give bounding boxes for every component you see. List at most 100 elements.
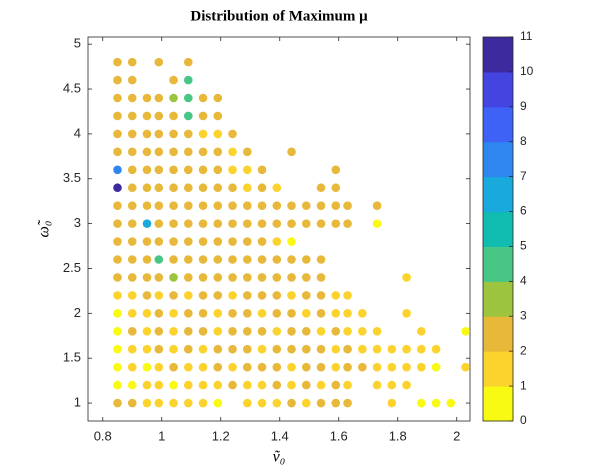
point [127, 273, 137, 282]
point [142, 255, 152, 264]
point [228, 344, 237, 354]
point [272, 201, 282, 210]
point [127, 255, 137, 264]
point [213, 273, 223, 282]
point [287, 237, 296, 246]
point [287, 344, 296, 354]
point [301, 201, 311, 210]
point [142, 362, 152, 372]
point [169, 147, 178, 157]
point [372, 326, 382, 336]
point [387, 362, 397, 372]
point [183, 75, 193, 85]
x-axis-label: ṽ₀ [273, 449, 286, 466]
point [316, 255, 326, 264]
point [127, 326, 137, 336]
point [154, 291, 164, 300]
point [331, 183, 341, 193]
point [301, 309, 311, 318]
point [169, 273, 178, 282]
point [113, 398, 122, 408]
y-tick-label: 5 [74, 36, 81, 51]
point [287, 273, 296, 282]
point [343, 291, 352, 300]
point [142, 165, 152, 175]
point [198, 237, 208, 246]
point [402, 362, 411, 372]
point [169, 237, 178, 246]
point [431, 344, 441, 354]
point [358, 309, 367, 318]
point [257, 165, 267, 175]
point [198, 380, 208, 390]
point [127, 75, 137, 85]
point [213, 219, 223, 228]
point [242, 183, 252, 193]
point [358, 326, 367, 336]
point [242, 344, 252, 354]
point [213, 398, 223, 408]
point [169, 219, 178, 228]
y-axis-label: ω̃₀ [36, 219, 53, 237]
point [142, 291, 152, 300]
colorbar-tick-label: 7 [520, 169, 527, 183]
point [142, 273, 152, 282]
point [198, 398, 208, 408]
colorbar-segment [483, 281, 513, 317]
point [372, 380, 382, 390]
point [169, 380, 178, 390]
point [169, 362, 178, 372]
point [198, 129, 208, 139]
point [228, 219, 237, 228]
point [198, 291, 208, 300]
point [242, 273, 252, 282]
point [198, 219, 208, 228]
point [343, 398, 352, 408]
point [154, 309, 164, 318]
point [257, 237, 267, 246]
point [154, 380, 164, 390]
point [154, 165, 164, 175]
point [228, 362, 237, 372]
point [316, 398, 326, 408]
point [127, 237, 137, 246]
point [257, 362, 267, 372]
point [331, 219, 341, 228]
point [287, 201, 296, 210]
point [343, 219, 352, 228]
colorbar-segment [483, 211, 513, 247]
point [331, 201, 341, 210]
point [213, 183, 223, 193]
point [169, 291, 178, 300]
point [287, 291, 296, 300]
colorbar-frame [482, 36, 514, 422]
point [331, 362, 341, 372]
point [154, 129, 164, 139]
point [127, 111, 137, 121]
point [301, 380, 311, 390]
colorbar-segment [483, 106, 513, 143]
x-tick-label: 1.8 [389, 428, 407, 443]
colorbar-tick-label: 3 [520, 308, 527, 322]
point [213, 237, 223, 246]
point [154, 219, 164, 228]
point [301, 398, 311, 408]
point [198, 273, 208, 282]
point [242, 309, 252, 318]
point [402, 273, 411, 282]
point [142, 398, 152, 408]
x-tick-label: 2 [453, 428, 460, 443]
x-tick-label: 1.6 [330, 428, 348, 443]
point [287, 380, 296, 390]
y-tick-label: 1.5 [63, 350, 81, 365]
point [343, 380, 352, 390]
point [272, 326, 282, 336]
point [316, 219, 326, 228]
point [198, 309, 208, 318]
point [228, 183, 237, 193]
point [183, 237, 193, 246]
point [343, 201, 352, 210]
point [272, 291, 282, 300]
point [113, 147, 122, 157]
